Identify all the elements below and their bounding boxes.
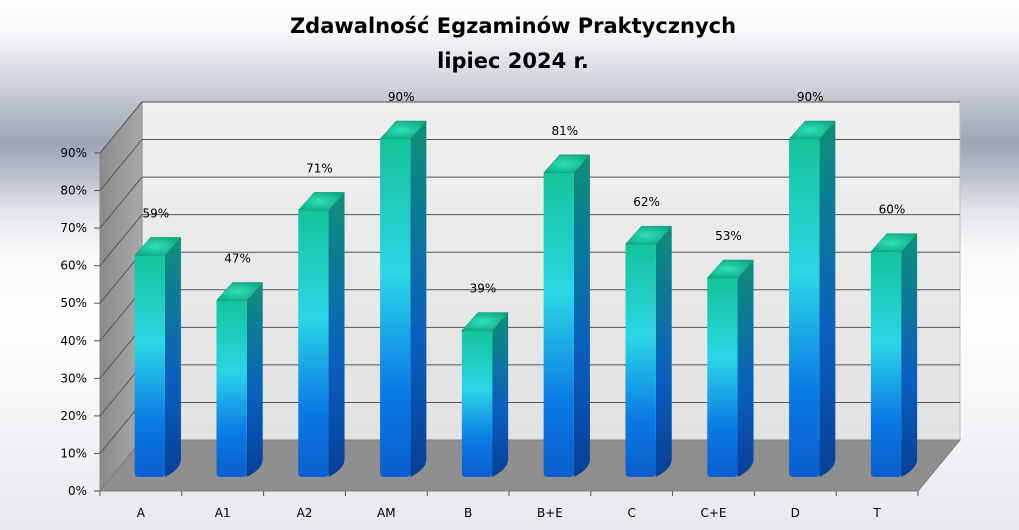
bar-front xyxy=(461,330,493,477)
data-label: 71% xyxy=(306,161,333,175)
data-label: 90% xyxy=(797,90,824,104)
data-label: 53% xyxy=(715,229,742,243)
bar-front xyxy=(789,139,820,477)
bar-front xyxy=(625,244,656,477)
bar-side xyxy=(655,226,672,477)
y-tick-label: 90% xyxy=(60,146,87,160)
x-tick-label: A2 xyxy=(297,506,313,520)
y-tick-label: 10% xyxy=(60,446,87,460)
y-tick-label: 40% xyxy=(60,334,87,348)
bars xyxy=(134,120,918,478)
bar xyxy=(298,192,345,477)
x-tick-label: C xyxy=(628,506,636,520)
bar-front xyxy=(216,300,247,477)
data-label: 60% xyxy=(879,203,906,217)
chart-title-line-1: Zdawalność Egzaminów Praktycznych xyxy=(290,14,736,38)
data-label: 59% xyxy=(142,206,169,220)
x-tick-label: A xyxy=(137,506,146,520)
x-tick-label: C+E xyxy=(700,506,726,520)
bar-top xyxy=(379,120,427,140)
bar-front xyxy=(870,251,902,477)
y-tick-label: 50% xyxy=(60,296,87,310)
bar-top xyxy=(625,225,672,245)
data-labels: 59% 47% 71% 90% 39% 81% 62% 53% 90% 60% xyxy=(142,90,905,296)
gridline-side xyxy=(99,139,143,191)
data-label: 47% xyxy=(224,251,251,265)
bar-top xyxy=(788,120,836,140)
bar-top xyxy=(707,259,754,279)
bar-front xyxy=(380,139,411,477)
bar-side xyxy=(573,154,590,478)
x-tick-label: B xyxy=(464,506,472,520)
data-label: 90% xyxy=(388,90,415,104)
x-tick-label: T xyxy=(872,506,881,520)
y-tick-label: 70% xyxy=(60,221,87,235)
bar xyxy=(216,282,263,477)
bar-top xyxy=(543,154,591,174)
bar-side xyxy=(901,233,918,477)
y-axis-tick-labels: 0% 10% 20% 30% 40% 50% 60% 70% 80% 90% xyxy=(60,146,100,498)
bar xyxy=(707,259,754,477)
bar-front xyxy=(298,210,329,477)
bar-side xyxy=(164,237,181,477)
bar-front xyxy=(707,277,738,477)
gridline-side xyxy=(99,176,143,229)
gridline-side xyxy=(99,101,143,154)
y-tick-label: 60% xyxy=(60,259,87,273)
bar-side xyxy=(246,282,263,477)
bar xyxy=(379,120,427,477)
y-tick-label: 20% xyxy=(60,409,87,423)
x-tick-label: B+E xyxy=(537,506,563,520)
bar-top xyxy=(870,233,918,252)
bar-top xyxy=(461,312,509,331)
chart-title: Zdawalność Egzaminów Praktycznych lipiec… xyxy=(290,14,736,73)
data-label: 81% xyxy=(551,124,578,138)
bar-top xyxy=(216,282,263,301)
chart-title-line-2: lipiec 2024 r. xyxy=(437,49,589,73)
bar-front xyxy=(134,255,165,477)
x-tick-label: A1 xyxy=(215,506,231,520)
bar xyxy=(788,120,836,477)
y-tick-label: 80% xyxy=(60,184,87,198)
bar-top xyxy=(298,192,345,211)
bar-side xyxy=(410,121,427,477)
x-tick-label: D xyxy=(791,506,800,520)
bar xyxy=(625,225,672,477)
data-label: 62% xyxy=(633,195,660,209)
bar-side xyxy=(328,192,345,477)
bar xyxy=(870,233,918,477)
y-tick-label: 30% xyxy=(60,371,87,385)
bar-side xyxy=(737,259,754,477)
y-tick-label: 0% xyxy=(68,484,87,498)
bar-side xyxy=(819,121,836,477)
bar-side xyxy=(492,312,509,477)
bar-front xyxy=(543,172,574,478)
x-tick-label: AM xyxy=(377,506,396,520)
bar xyxy=(543,154,591,478)
bar-top xyxy=(134,237,182,256)
gridline-side xyxy=(99,214,143,266)
bar xyxy=(461,312,509,477)
x-axis-tick-labels: A A1 A2 AM B B+E C C+E D T xyxy=(99,491,919,520)
data-label: 39% xyxy=(470,282,497,296)
bar xyxy=(134,237,182,477)
